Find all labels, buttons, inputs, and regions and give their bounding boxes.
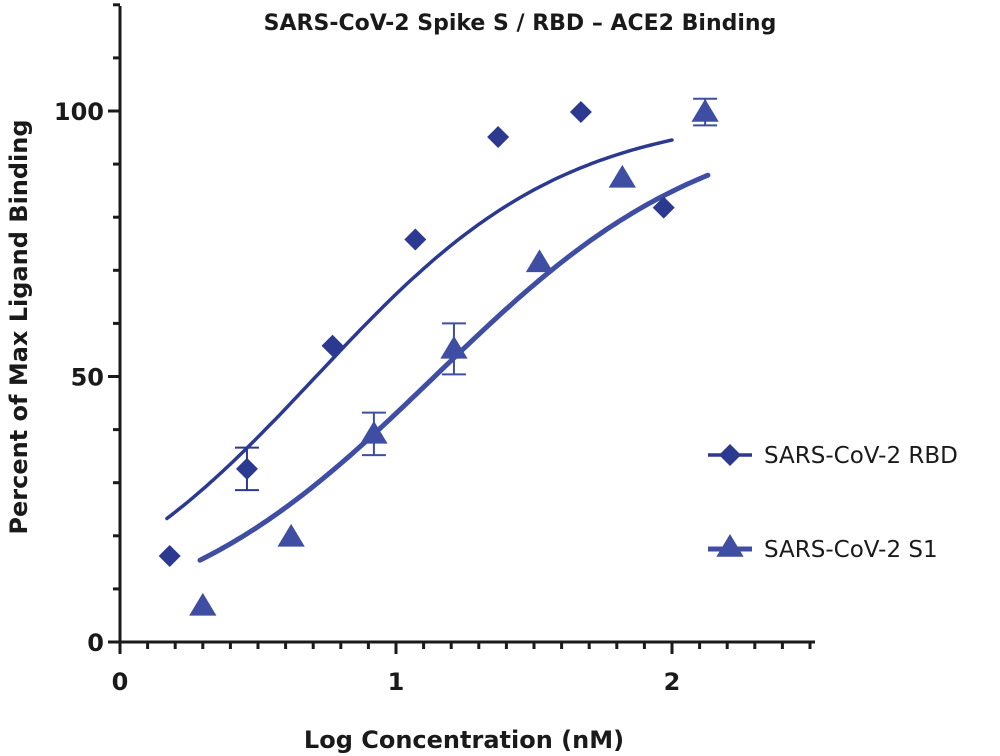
legend-marker-s1 — [716, 534, 744, 557]
legend: SARS-CoV-2 RBD SARS-CoV-2 S1 — [708, 443, 958, 563]
y-tick-label: 50 — [71, 364, 104, 392]
x-tick-label: 2 — [664, 668, 681, 696]
x-axis-label: Log Concentration (nM) — [304, 726, 624, 754]
chart-title: SARS-CoV-2 Spike S / RBD – ACE2 Binding — [264, 11, 777, 36]
data-point-rbd — [487, 126, 510, 149]
data-points — [158, 99, 719, 616]
data-point-s1 — [691, 99, 719, 122]
data-point-rbd — [235, 457, 258, 480]
y-axis-label: Percent of Max Ligand Binding — [5, 119, 33, 534]
data-point-rbd — [652, 196, 675, 219]
fit-curve-rbd — [165, 138, 674, 521]
legend-label-s1: SARS-CoV-2 S1 — [764, 537, 938, 563]
axes: 0 50 100 0 1 2 — [54, 3, 815, 696]
legend-marker-rbd — [719, 444, 741, 466]
fit-curves — [165, 138, 711, 563]
data-point-s1 — [608, 164, 636, 188]
y-tick-label: 100 — [54, 98, 104, 126]
legend-label-rbd: SARS-CoV-2 RBD — [764, 443, 958, 469]
data-point-s1 — [525, 249, 554, 273]
data-point-rbd — [569, 101, 592, 124]
data-point-rbd — [158, 544, 181, 567]
data-point-rbd — [404, 228, 427, 251]
data-point-s1 — [440, 335, 468, 359]
y-tick-label: 0 — [87, 629, 104, 657]
x-tick-label: 1 — [388, 668, 405, 696]
x-tick-label: 0 — [112, 668, 129, 696]
data-point-s1 — [360, 420, 388, 444]
data-point-s1 — [189, 592, 217, 616]
error-bars — [234, 97, 718, 492]
data-point-s1 — [277, 523, 305, 547]
data-point-rbd — [321, 334, 344, 357]
